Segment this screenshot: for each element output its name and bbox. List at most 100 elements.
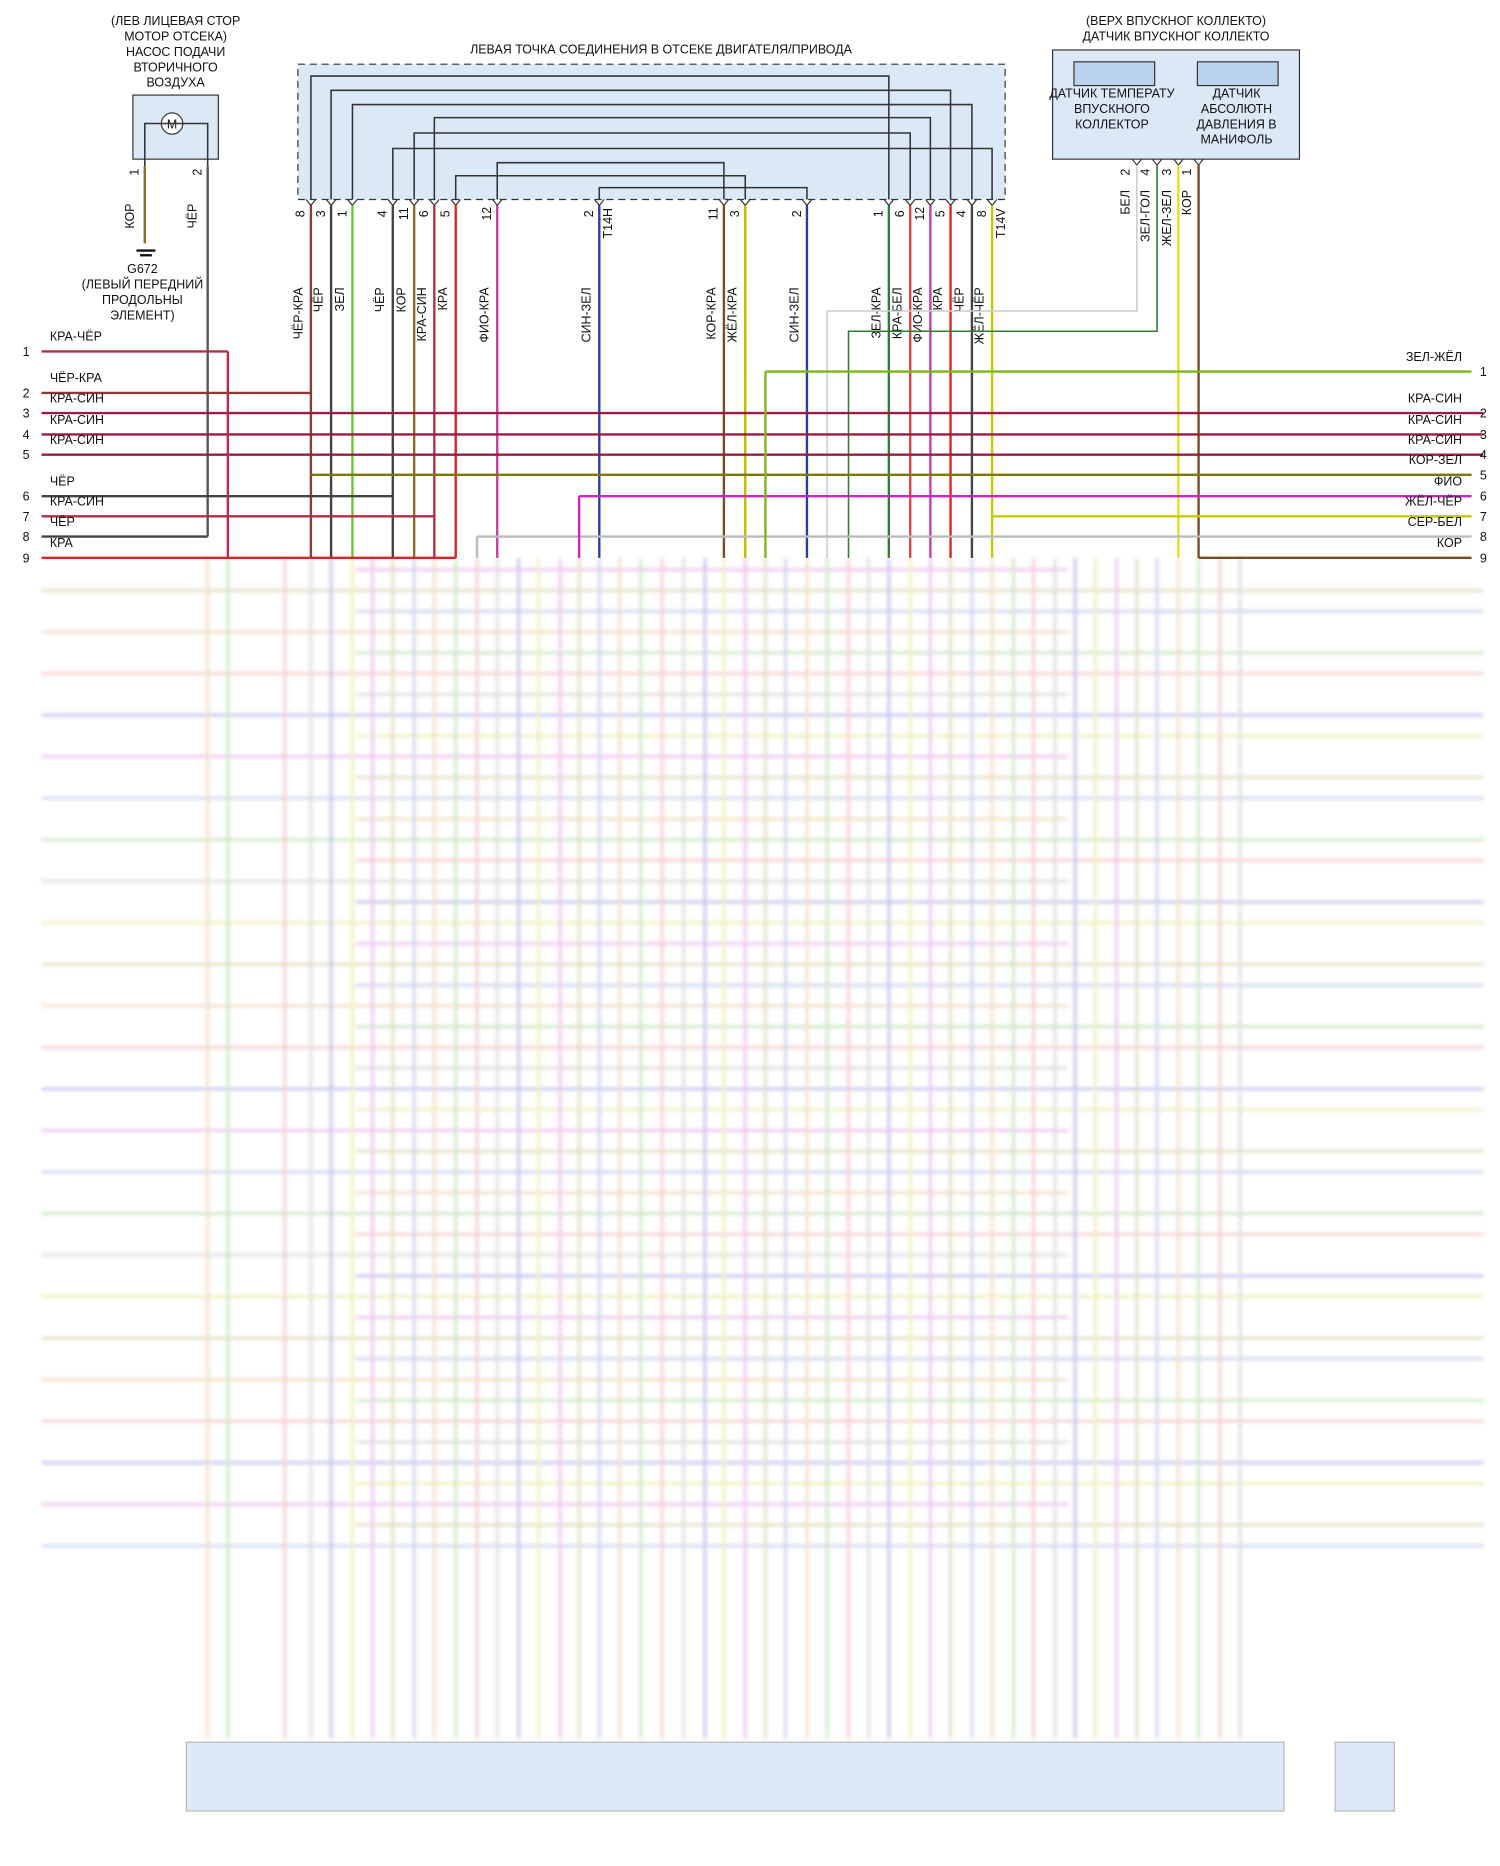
pin-number: 12 [480, 207, 494, 221]
wire-color-label: ЗЕЛ [333, 287, 347, 311]
wire-number: 4 [23, 428, 30, 442]
wire-color-label: ЗЕЛ-КРА [869, 287, 883, 339]
wire-color-label: ЧЁР-КРА [291, 287, 305, 340]
wire-number: 3 [23, 407, 30, 421]
wire-label: КРА-СИН [50, 433, 104, 447]
pin-number: 2 [790, 210, 804, 217]
wire-color-label: ФИО-КРА [478, 287, 492, 343]
wire-number: 2 [1480, 407, 1487, 421]
wire-label: КРА-СИН [1408, 433, 1462, 447]
sensor-sub-label: МАНИФОЛЬ [1201, 133, 1273, 147]
wire-label: ЖЁЛ-ЧЁР [1405, 495, 1462, 509]
pin-number: 4 [955, 210, 969, 217]
sensor-sub-label: ДАТЧИК ТЕМПЕРАТУ [1049, 86, 1174, 100]
wire-label: КРА [50, 536, 74, 550]
motor-label: НАСОС ПОДАЧИ [126, 45, 225, 59]
wire-number: 6 [23, 490, 30, 504]
wire-number: 3 [1480, 428, 1487, 442]
wire-color-label: КРА [931, 287, 945, 311]
junction-box [297, 63, 1006, 201]
wire-color-label: КОР-КРА [704, 287, 718, 340]
wire-color-label: СИН-ЗЕЛ [787, 287, 801, 342]
wire-color-label: ЖЕЛ-ЗЕЛ [1160, 190, 1174, 246]
wire-color-label: КОР [1180, 190, 1194, 215]
wire-number: 1 [1480, 365, 1487, 379]
pin-number: 8 [294, 210, 308, 217]
motor-label: (ЛЕВ ЛИЦЕВАЯ СТОР [111, 14, 240, 28]
pin-number: 1 [872, 210, 886, 217]
sensor-sub-label: КОЛЛЕКТОР [1075, 117, 1149, 131]
sensor-sub-label: ДАТЧИК [1213, 86, 1262, 100]
internal-wire [351, 103, 973, 200]
pin-number: 3 [1160, 169, 1174, 176]
pin-number: 1 [335, 210, 349, 217]
blurred-area [41, 557, 1484, 1739]
wire-number: 8 [23, 530, 30, 544]
ground-label: (ЛЕВЫЙ ПЕРЕДНИЙ [82, 276, 204, 291]
pin-number: 8 [975, 210, 989, 217]
wire-label: СЕР-БЕЛ [1408, 515, 1462, 529]
sensor-sub-label: АБСОЛЮТН [1201, 102, 1272, 116]
wire-number: 5 [1480, 468, 1487, 482]
wire [847, 165, 1158, 558]
pin-number: 2 [582, 210, 596, 217]
internal-wire [496, 161, 725, 200]
wire-number: 7 [1480, 510, 1487, 524]
wire-number: 8 [1480, 530, 1487, 544]
wire-number: 9 [23, 551, 30, 565]
wire-label: ЧЁР-КРА [50, 371, 103, 385]
pin-number: 12 [913, 207, 927, 221]
connector-label: T14V [994, 208, 1008, 238]
wire-number: 6 [1480, 490, 1487, 504]
wire-label: ЧЁР [50, 474, 75, 488]
wire-number: 7 [23, 510, 30, 524]
wire-color-label: ЧЁР [312, 287, 326, 312]
ecu-box [185, 1741, 1285, 1812]
internal-wire [598, 186, 808, 200]
wire-label: КОР-ЗЕЛ [1409, 453, 1462, 467]
sensor-box [1334, 1741, 1395, 1812]
sensor-title: (ВЕРХ ВПУСКНОГ КОЛЛЕКТО) [1086, 14, 1266, 28]
sensor-sub-label: ВПУСКНОГО [1074, 102, 1150, 116]
wire-number: 2 [23, 386, 30, 400]
pin-number: 1 [128, 169, 142, 176]
wire-color-label: ЧЁР [186, 204, 200, 229]
wire-color-label: КОР [395, 287, 409, 312]
wire-number: 1 [23, 345, 30, 359]
motor-label: ВОЗДУХА [147, 76, 206, 90]
sensor-element [1073, 61, 1156, 87]
pin-number: 5 [933, 210, 947, 217]
wire-label: КРА-СИН [50, 391, 104, 405]
pin-number: 4 [376, 210, 390, 217]
wire-color-label: КОР [123, 204, 137, 229]
wire-label: КРА-СИН [50, 495, 104, 509]
sensor-sub-label: ДАВЛЕНИЯ В [1197, 117, 1277, 131]
pin-number: 3 [314, 210, 328, 217]
sensor-title: ДАТЧИК ВПУСКНОГ КОЛЛЕКТО [1083, 29, 1270, 43]
wire-color-label: СИН-ЗЕЛ [580, 287, 594, 342]
wire-label: КРА-СИН [1408, 391, 1462, 405]
wire-color-label: КРА [436, 287, 450, 311]
wire-color-label: ЧЁР [373, 287, 387, 312]
wire-label: КРА-ЧЁР [50, 330, 102, 344]
wire-color-label: ЗЕЛ-ГОЛ [1139, 190, 1153, 242]
wire-label: КРА-СИН [1408, 413, 1462, 427]
wire-number: 9 [1480, 551, 1487, 565]
pin-number: 3 [728, 210, 742, 217]
wire-color-label: КРА-СИН [415, 287, 429, 341]
internal-wire [330, 89, 952, 200]
wire-color-label: ЖЁЛ-КРА [726, 287, 740, 343]
pin-number: 2 [1118, 169, 1132, 176]
connector-label: T14H [601, 208, 615, 238]
pin-number: 11 [397, 207, 411, 220]
motor-label: МОТОР ОТСЕКА) [124, 29, 227, 43]
wire-color-label: БЕЛ [1118, 190, 1132, 215]
wire-label: ФИО [1434, 474, 1462, 488]
wire-color-label: ЧЁР [952, 287, 966, 312]
wire-label: КОР [1437, 536, 1462, 550]
wire-label: ЧЁР [50, 515, 75, 529]
wire-label: ЗЕЛ-ЖЁЛ [1406, 350, 1462, 364]
